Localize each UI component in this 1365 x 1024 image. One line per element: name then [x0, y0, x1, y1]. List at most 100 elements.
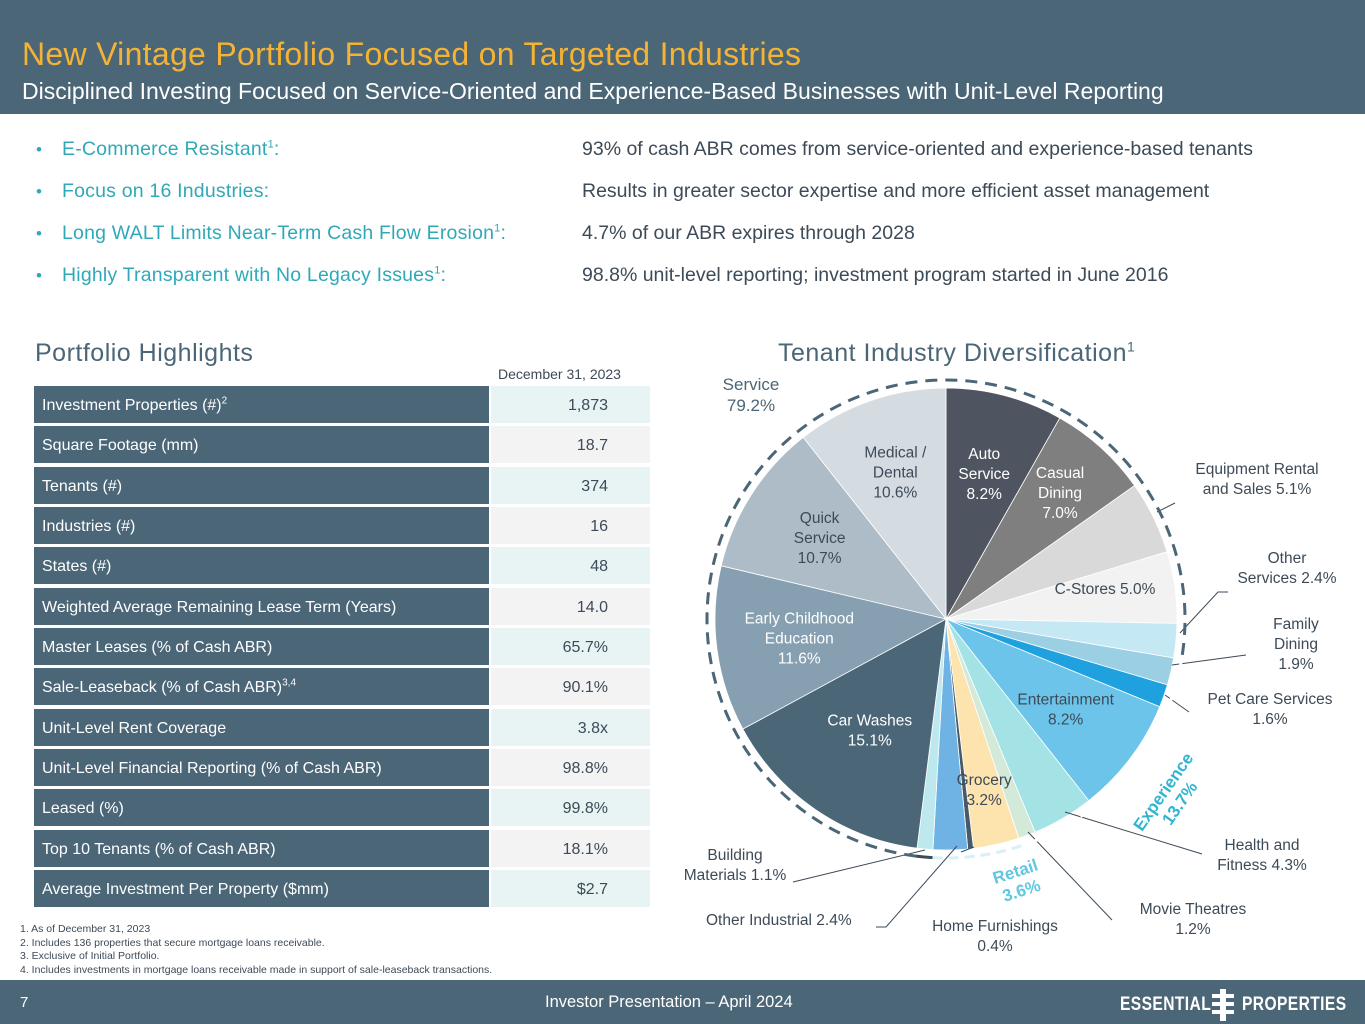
row-value: 3.8x — [489, 708, 650, 746]
group-label-experience: Experience13.7% — [1130, 749, 1214, 846]
portfolio-highlights-table: Investment Properties (#)2 1,873 Square Fo… — [34, 386, 652, 910]
table-row: Investment Properties (#)2 1,873 — [34, 386, 652, 426]
pie-slice-casual-dining — [945, 417, 1136, 620]
logo-mark-icon — [1212, 989, 1234, 1021]
key-point-text: 98.8% unit-level reporting; investment p… — [582, 264, 1169, 286]
slice-label-other-services: Other Services 2.4% — [1237, 550, 1336, 587]
table-row: Average Investment Per Property ($mm) $2.… — [34, 870, 652, 910]
company-logo: ESSENTIAL PROPERTIES — [1120, 988, 1346, 1021]
presentation-label: Investor Presentation – April 2024 — [545, 993, 793, 1011]
slice-label-home-furnishings: Home Furnishings 0.4% — [932, 918, 1058, 955]
row-value: 48 — [489, 547, 650, 585]
leader-line-movie-theatres — [1027, 831, 1113, 921]
group-arc-industrial — [915, 854, 933, 860]
slice-label-movie-theatres: Movie Theatres 1.2% — [1140, 901, 1247, 938]
leader-line-building-materials — [792, 849, 926, 883]
logo-word-left: ESSENTIAL — [1120, 994, 1212, 1015]
leader-line-family-dining — [1171, 654, 1247, 666]
pie-slice-auto-service — [945, 387, 1061, 621]
row-label: Master Leases (% of Cash ABR) — [34, 628, 489, 666]
table-row: Tenants (#) 374 — [34, 466, 652, 507]
row-label: Unit-Level Financial Reporting (% of Cas… — [34, 749, 489, 787]
slice-label-family-dining: Family Dining 1.9% — [1273, 616, 1319, 673]
slice-label-pet-care-services: Pet Care Services 1.6% — [1208, 691, 1333, 728]
slice-label-entertainment: Entertainment 8.2% — [1017, 691, 1114, 728]
bullet-icon: • — [36, 224, 42, 243]
row-label: Square Footage (mm) — [34, 426, 489, 464]
row-label: Average Investment Per Property ($mm) — [34, 870, 489, 908]
slice-label-building-materials: Building Materials 1.1% — [684, 847, 787, 884]
key-point-text: 4.7% of our ABR expires through 2028 — [582, 222, 915, 244]
row-label: Unit-Level Rent Coverage — [34, 708, 489, 746]
page-subtitle: Disciplined Investing Focused on Service… — [22, 78, 1164, 104]
key-points-list: • E-Commerce Resistant1: 93% of cash ABR… — [36, 134, 1346, 302]
row-label: Weighted Average Remaining Lease Term (Y… — [34, 587, 489, 625]
group-arc-retail — [932, 844, 1022, 860]
table-row: Top 10 Tenants (% of Cash ABR) 18.1% — [34, 829, 652, 870]
bullet-icon: • — [36, 140, 42, 159]
row-value: 65.7% — [489, 628, 650, 666]
row-label: Top 10 Tenants (% of Cash ABR) — [34, 829, 489, 867]
pie-slice-early-childhood-education — [714, 565, 948, 730]
group-arc-service — [705, 378, 1187, 858]
row-label: Tenants (#) — [34, 466, 489, 504]
key-point: • Long WALT Limits Near-Term Cash Flow E… — [36, 218, 1346, 260]
row-label: Leased (%) — [34, 789, 489, 827]
slice-label-casual-dining: Casual Dining 7.0% — [1036, 465, 1084, 522]
key-point-text: 93% of cash ABR comes from service-orien… — [582, 138, 1253, 160]
leader-line-other-industrial — [876, 845, 958, 928]
footnote: 3. Exclusive of Initial Portfolio. — [20, 950, 160, 963]
row-value: 90.1% — [489, 668, 650, 706]
row-value: 1,873 — [489, 386, 650, 423]
footer-bar: 7 Investor Presentation – April 2024 ESS… — [0, 980, 1365, 1024]
slice-label-equipment-rental-and-sales: Equipment Rental and Sales 5.1% — [1195, 461, 1318, 498]
key-point: • E-Commerce Resistant1: 93% of cash ABR… — [36, 134, 1346, 176]
slice-label-health-and-fitness: Health and Fitness 4.3% — [1217, 837, 1307, 874]
row-label: Industries (#) — [34, 507, 489, 545]
slice-label-grocery: Grocery 3.2% — [957, 772, 1012, 809]
pie-slice-medical-dental — [802, 387, 947, 621]
key-point-text: Results in greater sector expertise and … — [582, 180, 1210, 202]
footnote: 4. Includes investments in mortgage loan… — [20, 963, 493, 976]
slice-label-car-washes: Car Washes 15.1% — [827, 712, 912, 749]
group-label-service: Service 79.2% — [723, 375, 780, 415]
row-value: 14.0 — [489, 587, 650, 625]
row-value: 18.1% — [489, 829, 650, 867]
group-label-retail: Retail3.6% — [990, 856, 1046, 907]
pie-slice-entertainment — [944, 618, 1161, 802]
leader-line-health-and-fitness — [1064, 811, 1203, 855]
row-value: $2.7 — [489, 870, 650, 908]
table-row: Square Footage (mm) 18.7 — [34, 426, 652, 466]
key-point-label: Long WALT Limits Near-Term Cash Flow Ero… — [62, 222, 507, 244]
leader-line-home-furnishings — [960, 846, 975, 853]
footnote: 1. As of December 31, 2023 — [20, 923, 151, 935]
portfolio-highlights-title: Portfolio Highlights — [35, 339, 254, 367]
row-value: 16 — [489, 507, 650, 545]
table-row: States (#) 48 — [34, 547, 652, 587]
key-point-label: Highly Transparent with No Legacy Issues… — [62, 264, 447, 286]
footnotes: 1. As of December 31, 2023 2. Includes 13… — [20, 923, 492, 977]
row-label: States (#) — [34, 547, 489, 585]
key-point-label: Focus on 16 Industries: — [62, 180, 270, 202]
header-bar: New Vintage Portfolio Focused on Targete… — [0, 0, 1365, 114]
table-row: Sale-Leaseback (% of Cash ABR)3,4 90.1% — [34, 668, 652, 708]
table-row: Unit-Level Financial Reporting (% of Cas… — [34, 749, 652, 789]
row-value: 99.8% — [489, 789, 650, 827]
pie-slice-quick-service — [720, 436, 948, 620]
bullet-icon: • — [36, 266, 42, 285]
leader-line-other-services — [1179, 591, 1228, 634]
slice-label-quick-service: Quick Service 10.7% — [794, 510, 846, 567]
bullet-icon: • — [36, 182, 42, 201]
table-row: Unit-Level Rent Coverage 3.8x — [34, 708, 652, 749]
slice-label-auto-service: Auto Service 8.2% — [958, 446, 1010, 503]
table-row: Master Leases (% of Cash ABR) 65.7% — [34, 628, 652, 668]
page-number: 7 — [20, 994, 29, 1011]
key-point: • Focus on 16 Industries: Results in gre… — [36, 176, 1346, 218]
slice-label-other-industrial: Other Industrial 2.4% — [706, 912, 852, 929]
table-row: Leased (%) 99.8% — [34, 789, 652, 829]
table-row: Industries (#) 16 — [34, 507, 652, 547]
row-value: 98.8% — [489, 749, 650, 787]
page-title: New Vintage Portfolio Focused on Targete… — [22, 36, 802, 72]
row-value: 18.7 — [489, 426, 650, 464]
